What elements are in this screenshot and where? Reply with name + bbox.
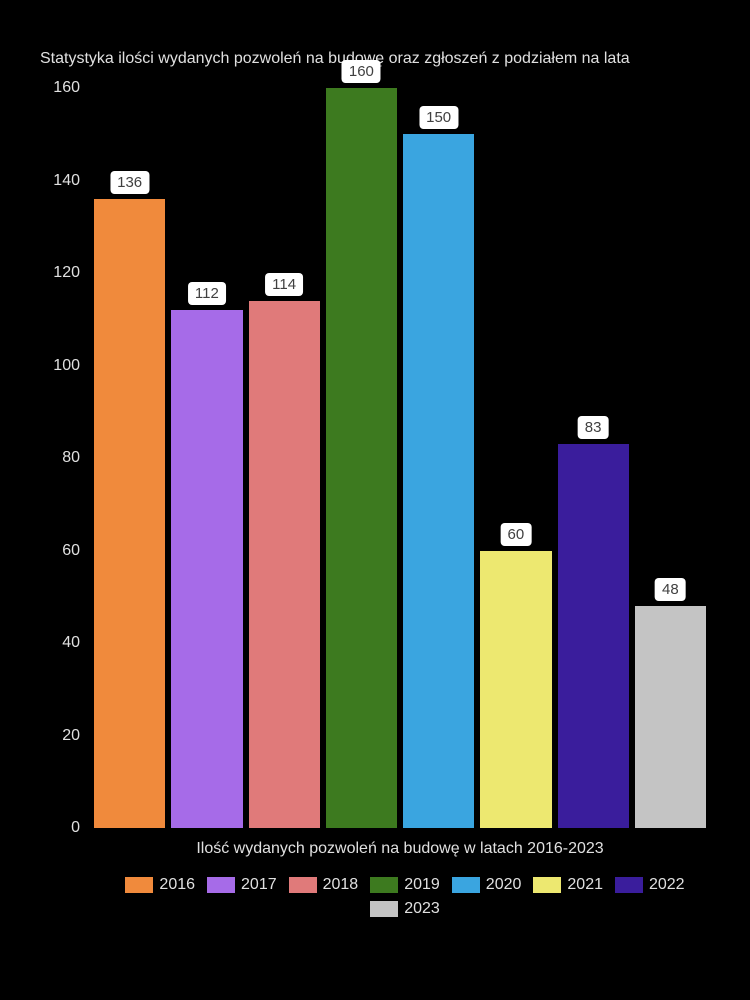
y-tick: 20	[62, 727, 80, 745]
bar-chart: Statystyka ilości wydanych pozwoleń na b…	[40, 50, 720, 950]
bar-2020: 150	[403, 134, 474, 828]
legend: 2016 2017 2018 2019 2020 2021 2022 2023	[90, 876, 720, 918]
plot-area: 020406080100120140160 136112114160150608…	[90, 88, 710, 868]
y-axis: 020406080100120140160	[40, 88, 85, 828]
y-tick: 100	[53, 357, 80, 375]
bar-value-label: 112	[188, 282, 226, 305]
bar-2022: 83	[558, 444, 629, 828]
bar-2017: 112	[171, 310, 242, 828]
bars-region: 136112114160150608348	[90, 88, 710, 828]
y-tick: 120	[53, 264, 80, 282]
legend-item-2017: 2017	[207, 876, 277, 894]
bar-value-label: 160	[342, 60, 381, 83]
legend-label: 2018	[323, 876, 359, 894]
bar-2018: 114	[249, 301, 320, 828]
legend-swatch	[207, 877, 235, 893]
bar-value-label: 48	[655, 578, 686, 601]
legend-item-2022: 2022	[615, 876, 685, 894]
bar-value-label: 83	[578, 416, 609, 439]
legend-swatch	[370, 901, 398, 917]
y-tick: 80	[62, 449, 80, 467]
y-tick: 60	[62, 542, 80, 560]
legend-swatch	[452, 877, 480, 893]
legend-item-2019: 2019	[370, 876, 440, 894]
legend-label: 2020	[486, 876, 522, 894]
bar-value-label: 136	[110, 171, 149, 194]
legend-swatch	[533, 877, 561, 893]
legend-label: 2022	[649, 876, 685, 894]
y-tick: 40	[62, 634, 80, 652]
bar-2019: 160	[326, 88, 397, 828]
bar-value-label: 150	[419, 106, 458, 129]
legend-swatch	[125, 877, 153, 893]
legend-swatch	[289, 877, 317, 893]
bar-2016: 136	[94, 199, 165, 828]
legend-item-2021: 2021	[533, 876, 603, 894]
y-tick: 160	[53, 79, 80, 97]
y-tick: 140	[53, 172, 80, 190]
legend-item-2023: 2023	[370, 900, 440, 918]
legend-swatch	[370, 877, 398, 893]
bar-value-label: 60	[501, 523, 532, 546]
legend-label: 2023	[404, 900, 440, 918]
x-axis-label: Ilość wydanych pozwoleń na budowę w lata…	[90, 840, 710, 858]
legend-label: 2017	[241, 876, 277, 894]
y-tick: 0	[71, 819, 80, 837]
legend-item-2018: 2018	[289, 876, 359, 894]
bar-2023: 48	[635, 606, 706, 828]
bar-2021: 60	[480, 551, 551, 829]
legend-item-2016: 2016	[125, 876, 195, 894]
legend-swatch	[615, 877, 643, 893]
legend-item-2020: 2020	[452, 876, 522, 894]
legend-label: 2016	[159, 876, 195, 894]
bar-value-label: 114	[265, 273, 303, 296]
legend-label: 2021	[567, 876, 603, 894]
legend-label: 2019	[404, 876, 440, 894]
